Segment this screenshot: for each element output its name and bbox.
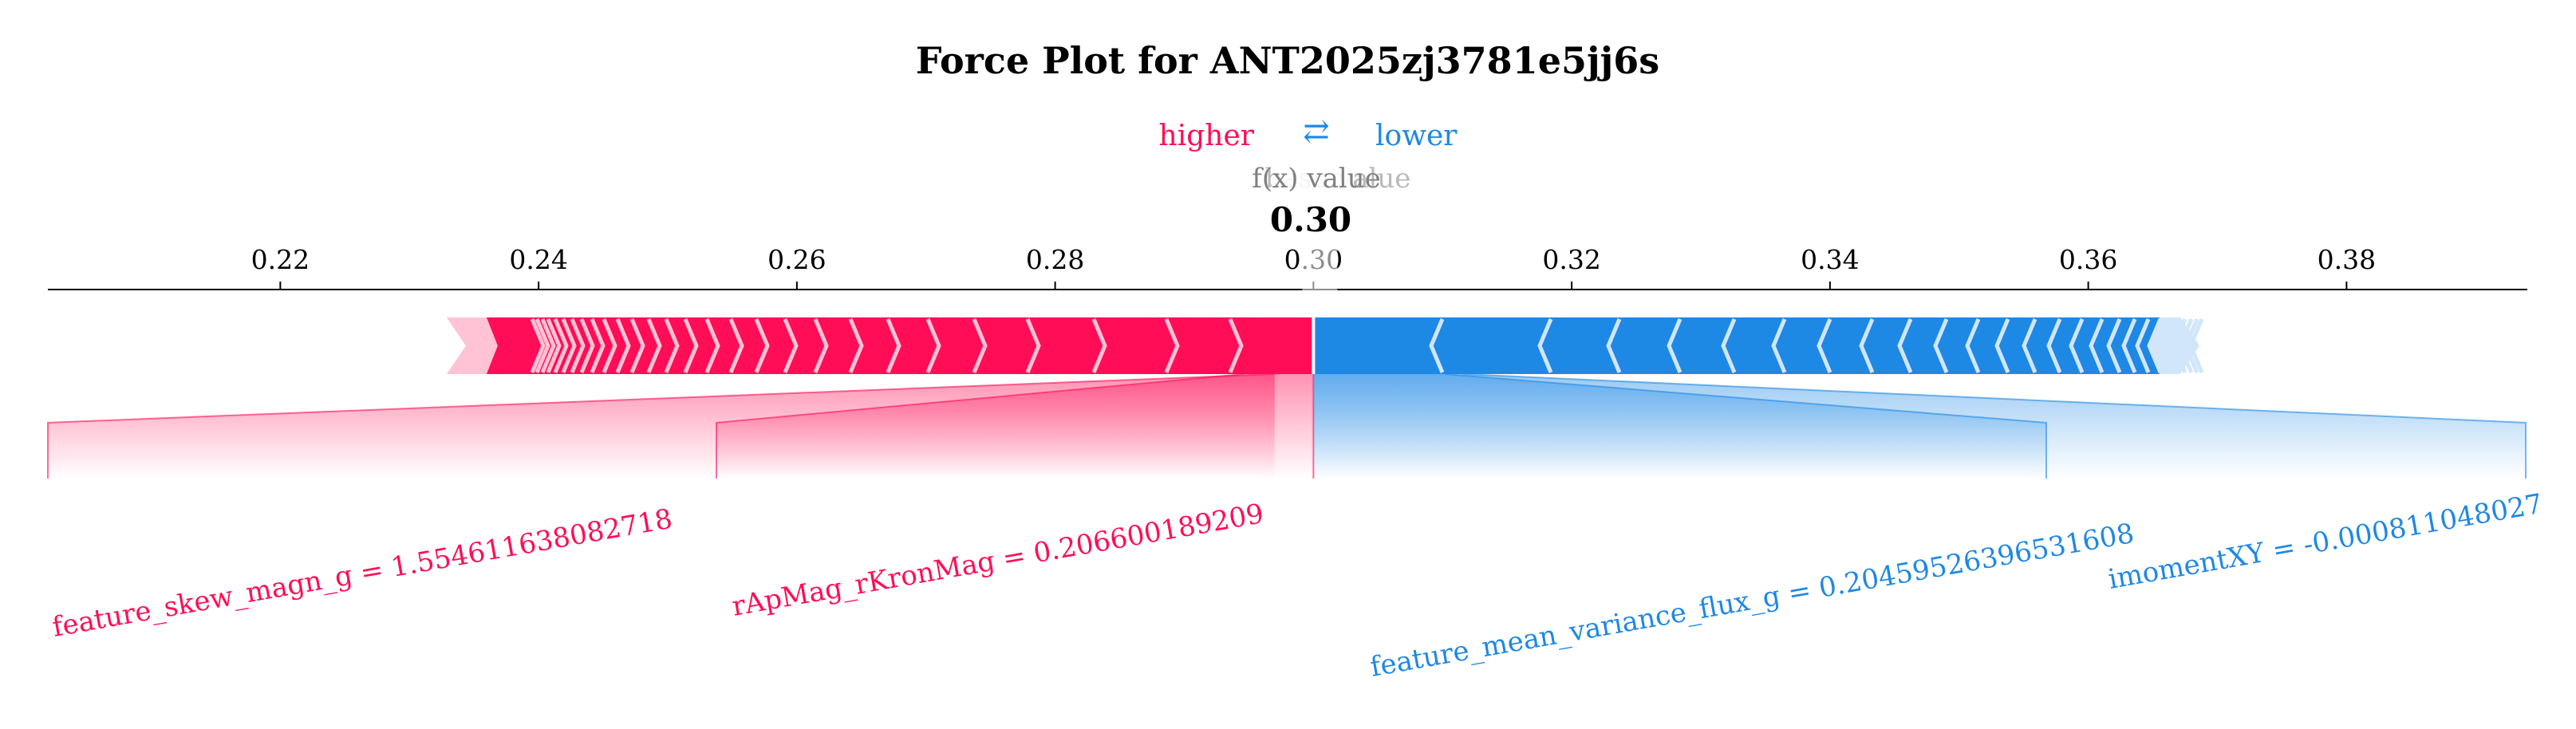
positive-chevron (570, 318, 586, 373)
positive-chevron (1091, 318, 1107, 373)
positive-callout-band (716, 374, 1275, 479)
feature-label: feature_mean_variance_flux_g = 0.2045952… (1368, 518, 2136, 684)
chart-title: Force Plot for ANT2025zj3781e5jj6s (916, 39, 1659, 82)
negative-chevron (1897, 318, 1913, 373)
positive-chevron (1228, 318, 1244, 373)
positive-chevron (783, 318, 799, 373)
positive-chevron (615, 318, 631, 373)
legend-arrow-icon: ⇄ (1303, 113, 1330, 150)
negative-callout-band (1313, 374, 2526, 479)
negative-force-bar (1313, 317, 2160, 374)
negative-chevron (2188, 318, 2204, 373)
positive-chevron (579, 318, 595, 373)
fx-label-backdrop (1278, 162, 1350, 197)
positive-chevron (972, 318, 988, 373)
negative-chevron (2183, 318, 2199, 373)
positive-chevron (590, 318, 606, 373)
x-tick-label: 0.38 (2318, 244, 2376, 275)
positive-chevron (848, 318, 864, 373)
positive-chevron (813, 318, 829, 373)
positive-chevron (553, 318, 569, 373)
positive-chevron (646, 318, 662, 373)
negative-chevron (2089, 318, 2105, 373)
negative-chevron (2069, 318, 2085, 373)
positive-chevron (1025, 318, 1041, 373)
positive-chevron (602, 318, 617, 373)
positive-chevron (546, 318, 562, 373)
x-axis: 0.220.240.260.280.300.320.340.360.38 (48, 244, 2527, 303)
negative-chevron (1667, 318, 1682, 373)
negative-chevron (1965, 318, 1981, 373)
positive-chevron (629, 318, 645, 373)
negative-chevron (1817, 318, 1832, 373)
positive-callout-line (716, 373, 1245, 479)
output-value-marker (1302, 244, 1338, 303)
negative-chevron (2121, 318, 2137, 373)
positive-tail (446, 317, 503, 374)
negative-chevron (1859, 318, 1875, 373)
positive-callout-line (47, 373, 1275, 479)
negative-chevron (1933, 318, 1949, 373)
negative-chevron (2147, 318, 2163, 373)
x-tick-label: 0.28 (1026, 244, 1084, 275)
output-value: 0.30 (1270, 200, 1351, 239)
fx-value-label: f(x) value (1252, 163, 1380, 195)
x-tick-label: 0.26 (767, 244, 826, 275)
negative-chevron (2022, 318, 2038, 373)
positive-chevron (704, 318, 720, 373)
negative-chevron (1771, 318, 1787, 373)
x-tick-label: 0.24 (509, 244, 567, 275)
negative-chevron (1537, 318, 1553, 373)
x-tick-label: 0.36 (2059, 244, 2117, 275)
x-tick-label: 0.32 (1542, 244, 1600, 275)
positive-chevron (535, 318, 550, 373)
force-bars (446, 317, 2204, 374)
negative-chevron (1721, 318, 1737, 373)
feature-labels: feature_skew_magn_g = 1.554611638082718 r… (47, 373, 2545, 684)
negative-chevron (2106, 318, 2122, 373)
negative-chevron (2156, 318, 2172, 373)
legend: higher ⇄ lower (1159, 113, 1458, 152)
feature-label: rApMag_rKronMag = 0.206600189209 (730, 498, 1266, 623)
positive-chevron (540, 318, 556, 373)
feature-label: feature_skew_magn_g = 1.554611638082718 (50, 503, 675, 644)
legend-higher-label: higher (1159, 120, 1255, 152)
positive-chevron (1164, 318, 1180, 373)
negative-chevron (2178, 318, 2194, 373)
negative-chevron (1429, 318, 1445, 373)
positive-chevron (561, 318, 577, 373)
negative-chevron (2172, 318, 2187, 373)
legend-lower-label: lower (1375, 120, 1458, 152)
negative-chevron (1606, 318, 1622, 373)
negative-callout-line (1463, 373, 2527, 479)
positive-chevron (683, 318, 699, 373)
positive-chevron (530, 318, 546, 373)
positive-chevron (886, 318, 901, 373)
positive-chevron (664, 318, 680, 373)
positive-chevron (728, 318, 744, 373)
negative-chevron (2046, 318, 2062, 373)
negative-chevron (2135, 318, 2151, 373)
positive-chevron (925, 318, 941, 373)
x-tick-label: 0.34 (1801, 244, 1859, 275)
positive-chevron (754, 318, 770, 373)
x-tick-label: 0.22 (251, 244, 310, 275)
feature-label: imomentXY = -0.000811048027 (2106, 488, 2545, 596)
negative-chevron (1994, 318, 2010, 373)
negative-chevron (2164, 318, 2180, 373)
